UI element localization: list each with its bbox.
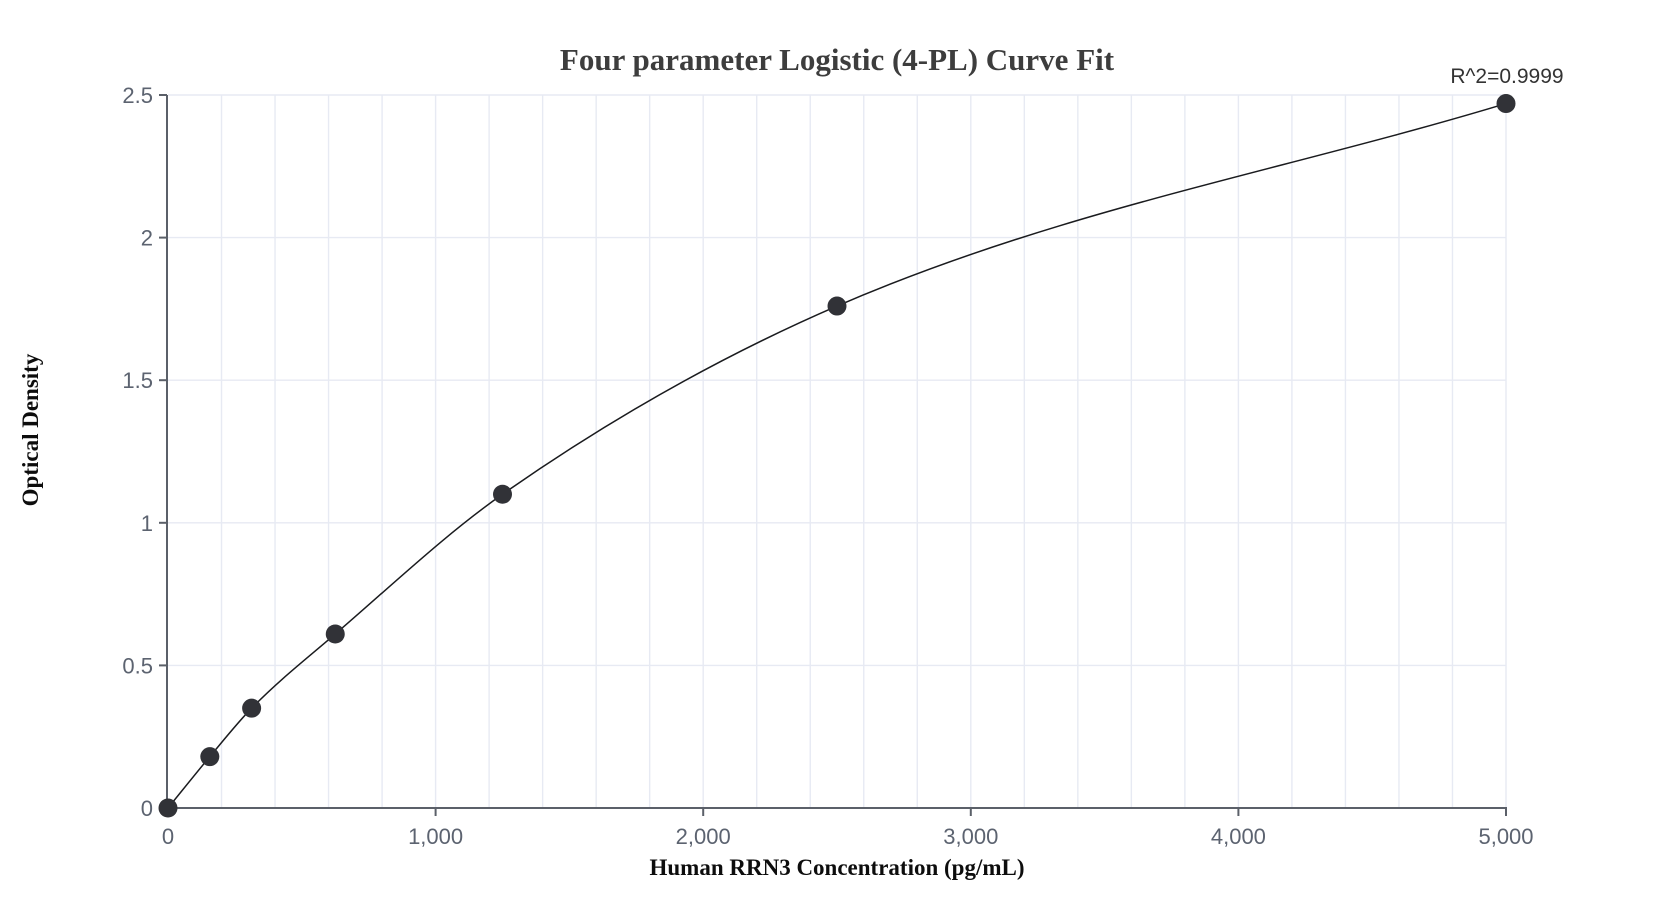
x-axis-title: Human RRN3 Concentration (pg/mL) (649, 855, 1024, 880)
data-point (242, 698, 262, 718)
y-axis-title: Optical Density (18, 353, 43, 506)
tick-label-layer: 0 1,000 2,000 3,000 4,000 5,000 0 0.5 1 1.5 2 2.5 (122, 83, 1533, 849)
y-tick-label: 1.5 (122, 368, 153, 393)
fit-curve-line (167, 102, 1507, 809)
x-tick-label: 2,000 (676, 824, 731, 849)
y-tick-label: 0 (141, 796, 153, 821)
y-tick-label: 0.5 (122, 653, 153, 678)
data-point (493, 484, 512, 504)
x-tick-label: 0 (162, 824, 174, 849)
data-point (200, 747, 220, 767)
x-tick-label: 4,000 (1211, 824, 1266, 849)
y-tick-label: 2 (141, 226, 153, 251)
y-tick-label: 2.5 (122, 83, 153, 108)
grid-layer (168, 94, 1507, 808)
y-tick-label: 1 (141, 511, 153, 536)
axis-layer (159, 94, 1507, 816)
x-tick-label: 1,000 (408, 824, 463, 849)
x-tick-label: 5,000 (1478, 824, 1533, 849)
chart-title: Four parameter Logistic (4-PL) Curve Fit (560, 42, 1115, 77)
data-point (325, 624, 345, 644)
data-point (158, 798, 178, 818)
series-layer (158, 94, 1516, 818)
r-squared-annotation: R^2=0.9999 (1450, 65, 1563, 88)
data-point (827, 296, 847, 316)
data-point (1496, 94, 1516, 114)
x-tick-label: 3,000 (943, 824, 998, 849)
